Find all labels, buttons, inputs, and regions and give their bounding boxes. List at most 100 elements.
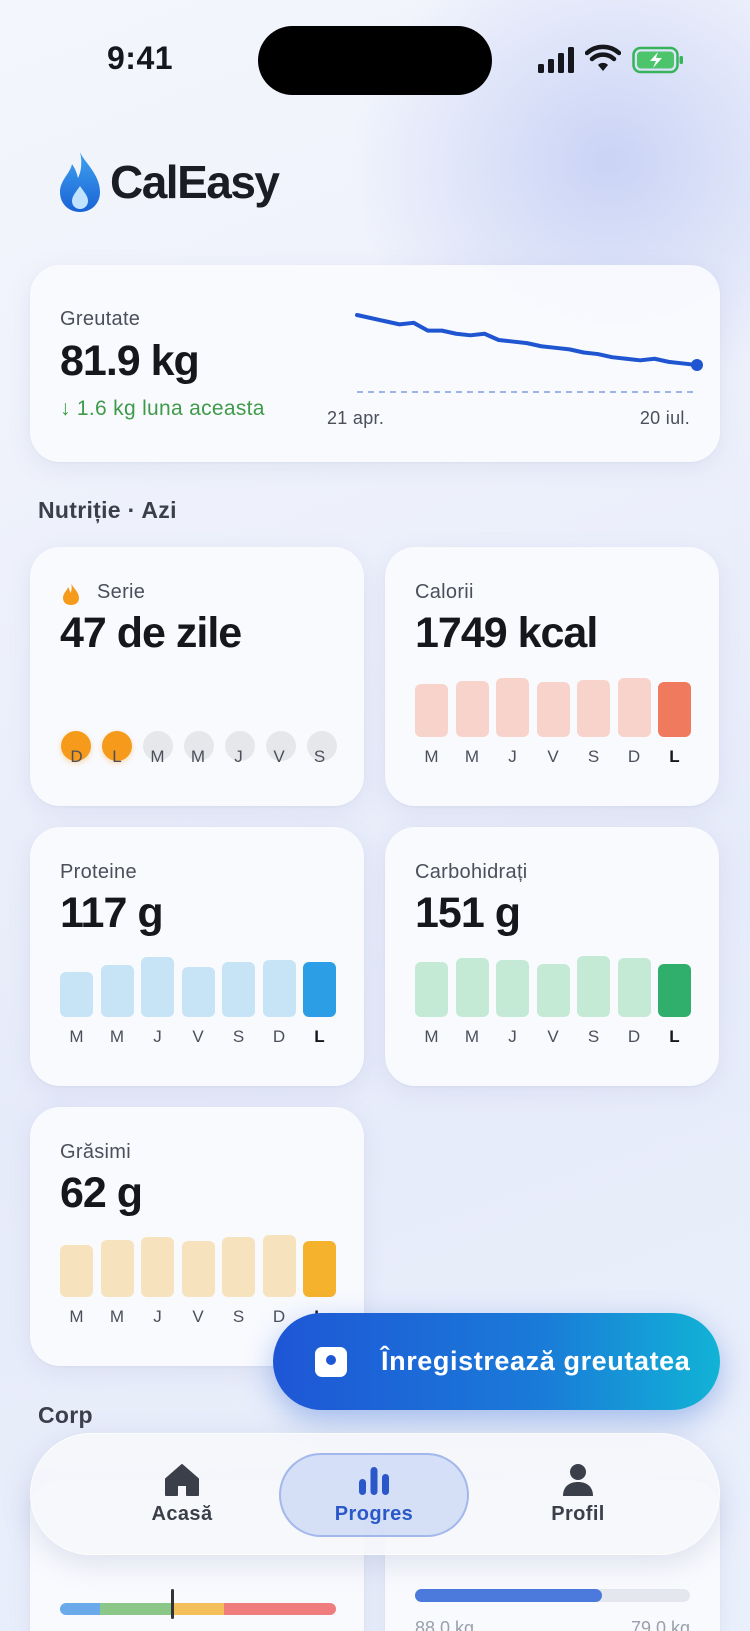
protein-bar: [60, 972, 93, 1017]
calories-bar: [617, 678, 651, 737]
fat-bar: [262, 1235, 296, 1297]
day-label: M: [190, 747, 206, 766]
home-icon: [165, 1464, 199, 1496]
fat-bar: [100, 1240, 134, 1297]
calories-card[interactable]: Calorii 1749 kcal M M J V S D L: [385, 547, 719, 806]
bmi-marker: [171, 1589, 174, 1619]
weight-card[interactable]: Greutate 81.9 kg ↓ 1.6 kg luna aceasta 2…: [30, 265, 720, 462]
calories-bar: [496, 678, 529, 737]
bmi-segment-normal: [100, 1603, 174, 1615]
calories-label: Calorii: [415, 581, 474, 603]
day-label: M: [150, 747, 165, 766]
day-label: M: [464, 747, 480, 766]
day-label: J: [234, 747, 243, 766]
dynamic-island: [258, 26, 492, 95]
carbs-bar: [617, 958, 651, 1017]
streak-dot: [266, 731, 296, 761]
day-label: L: [314, 1027, 325, 1046]
day-label: V: [192, 1027, 204, 1046]
calories-bar: [658, 682, 691, 737]
fat-label: Grăsimi: [60, 1141, 131, 1163]
streak-dot: [61, 731, 91, 761]
day-label: J: [508, 1027, 517, 1046]
protein-label: Proteine: [60, 861, 137, 883]
day-label: M: [69, 1027, 84, 1046]
streak-label: Serie: [97, 581, 146, 603]
carbs-bar: [455, 958, 489, 1017]
battery-charging-icon: [632, 46, 683, 74]
fat-bars: [60, 1227, 336, 1297]
day-label: L: [669, 1027, 680, 1046]
bmi-scale: [60, 1603, 336, 1615]
weight-axis-start: 21 apr.: [327, 408, 385, 428]
streak-card[interactable]: Serie 47 de zile D L M M J V S: [30, 547, 364, 806]
day-label: D: [627, 1027, 641, 1046]
goal-end: 79.0 kg: [630, 1618, 690, 1631]
carbs-bar: [658, 964, 691, 1017]
weight-trend-line: [355, 313, 699, 367]
protein-bar: [222, 962, 255, 1017]
carbs-bar: [577, 956, 610, 1017]
day-label: S: [587, 1027, 600, 1046]
weight-trend-chart: [355, 313, 703, 393]
tab-progress[interactable]: Progres: [279, 1433, 469, 1555]
protein-bar: [181, 967, 215, 1017]
day-label: S: [313, 747, 326, 766]
weight-axis-end: 20 iul.: [639, 408, 690, 428]
carbs-card[interactable]: Carbohidrați 151 g M M J V S D L: [385, 827, 719, 1086]
day-label: L: [112, 747, 122, 766]
fat-bar: [60, 1245, 93, 1297]
weight-label: Greutate: [60, 308, 141, 330]
bmi-segment-obese: [224, 1603, 336, 1615]
tab-progress-label: Progres: [334, 1503, 414, 1525]
streak-value: 47 de zile: [60, 609, 242, 657]
calories-bar: [415, 684, 448, 737]
status-bar: 9:41: [0, 0, 750, 120]
goal-progress-track: [415, 1589, 690, 1602]
day-label: J: [153, 1307, 162, 1326]
tab-profile[interactable]: Profil: [483, 1433, 673, 1555]
user-icon: [563, 1464, 593, 1496]
fat-bar: [141, 1237, 174, 1297]
streak-dot: [102, 731, 132, 761]
bmi-segment-overweight: [174, 1603, 224, 1615]
fat-bar: [222, 1237, 255, 1297]
carbs-value: 151 g: [415, 889, 521, 937]
day-label: M: [464, 1027, 480, 1046]
fat-value: 62 g: [60, 1169, 143, 1217]
streak-dots: [60, 731, 337, 763]
nutrition-section-title: Nutriție · Azi: [38, 497, 177, 523]
day-label: V: [192, 1307, 204, 1326]
day-label: M: [424, 1027, 439, 1046]
log-weight-button[interactable]: Înregistrează greutatea: [273, 1313, 720, 1410]
bar-chart-icon: [359, 1467, 389, 1495]
calories-bars: [415, 667, 691, 737]
status-time: 9:41: [107, 40, 174, 76]
app-brand: CalEasy: [58, 150, 280, 214]
tab-profile-label: Profil: [551, 1503, 605, 1525]
day-label: M: [109, 1027, 125, 1046]
day-label: V: [273, 747, 285, 766]
day-label: D: [627, 747, 641, 766]
body-section-title: Corp: [38, 1402, 93, 1428]
log-weight-label: Înregistrează greutatea: [381, 1346, 691, 1376]
carbs-label: Carbohidrați: [415, 861, 528, 883]
day-label: D: [272, 1027, 286, 1046]
cellular-signal-icon: [538, 47, 574, 73]
protein-value: 117 g: [60, 889, 164, 937]
flame-logo-icon: [60, 152, 100, 212]
tab-home[interactable]: Acasă: [87, 1433, 277, 1555]
protein-bar: [262, 960, 296, 1017]
protein-card[interactable]: Proteine 117 g M M J V S D L: [30, 827, 364, 1086]
protein-bar: [100, 965, 134, 1017]
day-label: S: [587, 747, 600, 766]
day-label: L: [669, 747, 680, 766]
protein-bar: [141, 957, 174, 1017]
weight-current-point: [691, 359, 703, 371]
protein-bar: [303, 962, 336, 1017]
streak-dot: [307, 731, 337, 761]
